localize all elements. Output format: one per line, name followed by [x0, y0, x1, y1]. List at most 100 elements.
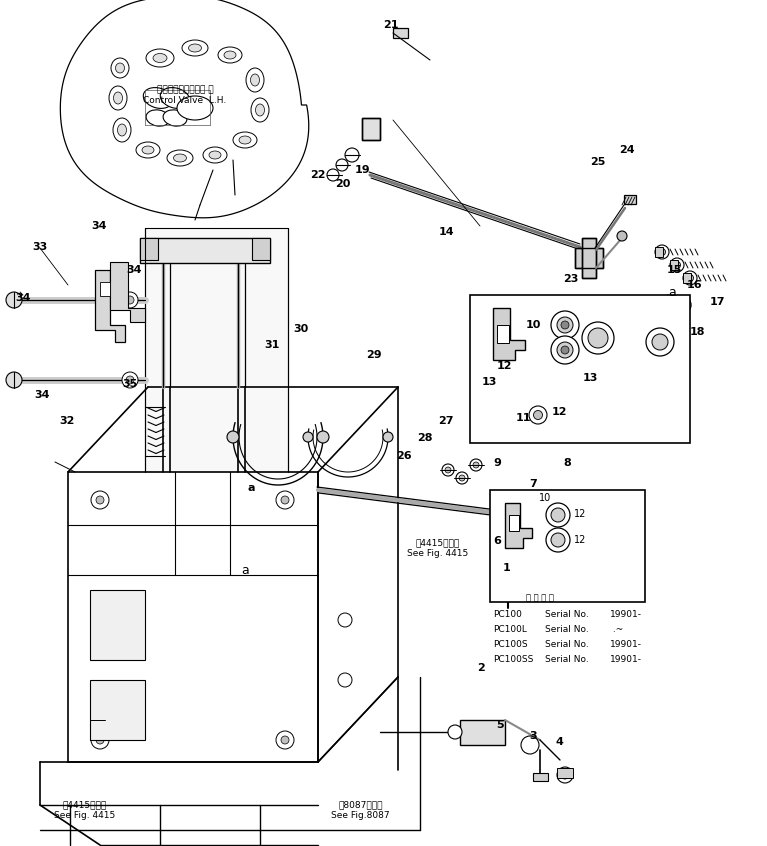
- Text: a: a: [241, 563, 249, 576]
- Bar: [90, 680, 145, 740]
- Bar: [100, 282, 110, 296]
- Circle shape: [677, 300, 687, 310]
- Text: Serial No.: Serial No.: [545, 625, 589, 634]
- Ellipse shape: [251, 98, 269, 122]
- Ellipse shape: [111, 58, 129, 78]
- Text: 第4415図参照
See Fig. 4415: 第4415図参照 See Fig. 4415: [407, 539, 468, 558]
- Text: Serial No.: Serial No.: [545, 640, 589, 649]
- Circle shape: [122, 292, 138, 308]
- Ellipse shape: [173, 154, 186, 162]
- Bar: [393, 28, 408, 38]
- Bar: [140, 238, 270, 263]
- Ellipse shape: [143, 88, 173, 108]
- Text: 34: 34: [15, 293, 31, 303]
- Circle shape: [96, 736, 104, 744]
- Ellipse shape: [177, 96, 213, 120]
- Bar: [683, 273, 691, 283]
- Circle shape: [529, 406, 547, 424]
- Text: 20: 20: [335, 179, 351, 189]
- Circle shape: [338, 613, 352, 627]
- Ellipse shape: [136, 142, 160, 158]
- Bar: [490, 490, 645, 602]
- Bar: [670, 260, 678, 270]
- Bar: [140, 238, 158, 260]
- Text: 19: 19: [354, 165, 370, 175]
- Ellipse shape: [255, 104, 265, 116]
- Text: 30: 30: [293, 324, 308, 334]
- Text: 29: 29: [366, 350, 382, 360]
- Circle shape: [448, 725, 462, 739]
- Ellipse shape: [160, 88, 189, 108]
- Bar: [509, 515, 519, 531]
- Circle shape: [646, 328, 674, 356]
- Text: Serial No.: Serial No.: [545, 655, 589, 664]
- Ellipse shape: [114, 92, 123, 104]
- Circle shape: [281, 496, 289, 504]
- Ellipse shape: [233, 132, 257, 148]
- Circle shape: [126, 376, 134, 384]
- Polygon shape: [95, 270, 125, 342]
- Text: .~: .~: [610, 625, 624, 634]
- Text: 1: 1: [503, 563, 511, 573]
- Ellipse shape: [109, 86, 127, 110]
- Text: 12: 12: [551, 407, 567, 417]
- Text: 10: 10: [525, 320, 541, 330]
- Circle shape: [442, 464, 454, 476]
- Text: PC100L: PC100L: [493, 625, 527, 634]
- Text: 26: 26: [397, 451, 412, 461]
- Circle shape: [456, 472, 468, 484]
- Text: PC100: PC100: [493, 610, 522, 619]
- Text: 14: 14: [438, 227, 454, 237]
- Text: コントロールバルブ 左
Control Valve  L.H.: コントロールバルブ 左 Control Valve L.H.: [143, 85, 226, 105]
- Ellipse shape: [116, 63, 124, 73]
- Bar: [362, 118, 380, 140]
- Bar: [460, 720, 505, 745]
- Circle shape: [561, 321, 569, 329]
- Bar: [252, 238, 270, 260]
- Bar: [582, 238, 596, 278]
- Ellipse shape: [163, 110, 187, 126]
- Text: 24: 24: [619, 145, 635, 155]
- Circle shape: [276, 731, 294, 749]
- Circle shape: [501, 563, 515, 577]
- Text: 35: 35: [123, 379, 137, 389]
- Circle shape: [336, 159, 348, 171]
- Ellipse shape: [117, 124, 127, 136]
- Circle shape: [227, 431, 239, 443]
- Polygon shape: [110, 262, 145, 322]
- Bar: [68, 472, 318, 762]
- Text: 17: 17: [709, 297, 725, 307]
- Text: PC100S: PC100S: [493, 640, 528, 649]
- Circle shape: [617, 231, 627, 241]
- Text: 11: 11: [515, 413, 531, 423]
- Ellipse shape: [189, 44, 202, 52]
- Bar: [497, 325, 509, 343]
- Text: 18: 18: [690, 327, 705, 337]
- Polygon shape: [61, 0, 309, 217]
- Text: 19901-: 19901-: [610, 610, 642, 619]
- Bar: [582, 238, 596, 278]
- Text: 2: 2: [477, 663, 485, 673]
- Circle shape: [345, 148, 359, 162]
- Circle shape: [670, 258, 684, 272]
- Circle shape: [91, 491, 109, 509]
- Circle shape: [505, 532, 512, 540]
- Text: 12: 12: [496, 361, 512, 371]
- Circle shape: [303, 432, 313, 442]
- Text: 12: 12: [574, 535, 586, 545]
- Circle shape: [546, 503, 570, 527]
- Text: 3: 3: [529, 731, 537, 741]
- Text: 34: 34: [91, 221, 107, 231]
- Circle shape: [276, 491, 294, 509]
- Text: 16: 16: [686, 280, 702, 290]
- Bar: [624, 195, 636, 204]
- Ellipse shape: [146, 110, 170, 126]
- Text: 13: 13: [482, 377, 497, 387]
- Text: 21: 21: [384, 20, 399, 30]
- Circle shape: [557, 317, 573, 333]
- Circle shape: [551, 508, 565, 522]
- Circle shape: [501, 515, 515, 529]
- Circle shape: [673, 296, 691, 314]
- Text: 9: 9: [493, 458, 501, 468]
- Text: 34: 34: [35, 390, 50, 400]
